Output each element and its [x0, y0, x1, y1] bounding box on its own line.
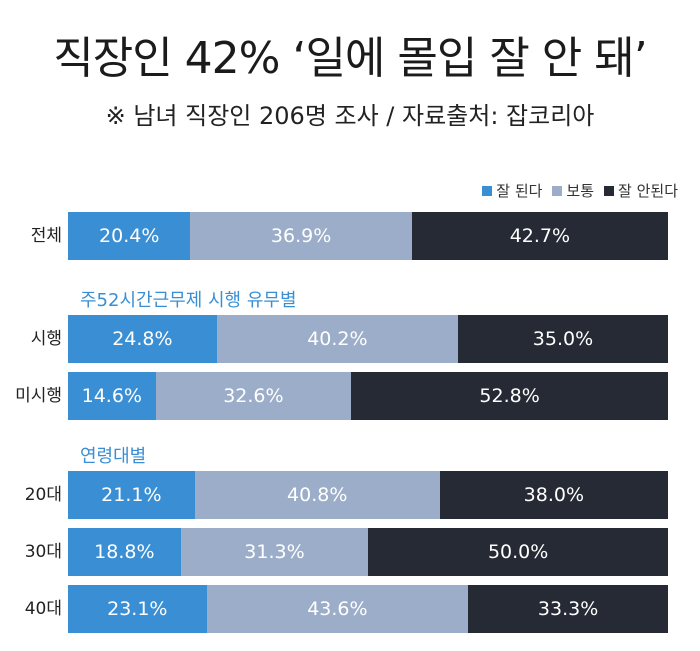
bar-segment-normal: 32.6%	[155, 372, 352, 420]
bar-segment-normal: 36.9%	[190, 212, 412, 260]
bar-implemented: 24.8% 40.2% 35.0%	[68, 315, 668, 363]
bar-segment-bad: 35.0%	[457, 315, 668, 363]
bar-segment-good: 24.8%	[68, 315, 217, 363]
bar-segment-good: 23.1%	[68, 585, 207, 633]
legend-label-normal: 보통	[566, 182, 595, 200]
bar-segment-good: 18.8%	[68, 528, 181, 576]
row-label-30s: 30대	[24, 542, 62, 562]
bar-segment-normal: 31.3%	[180, 528, 369, 576]
row-label-implemented: 시행	[30, 329, 62, 349]
bar-segment-bad: 33.3%	[468, 585, 668, 633]
legend-item-normal: 보통	[552, 180, 594, 201]
bar-segment-normal: 43.6%	[206, 585, 469, 633]
row-label-20s: 20대	[24, 485, 62, 505]
legend-item-good: 잘 된다	[482, 180, 542, 201]
legend-item-bad: 잘 안된다	[604, 180, 678, 201]
bar-20s: 21.1% 40.8% 38.0%	[68, 471, 668, 519]
bar-segment-bad: 42.7%	[411, 212, 668, 260]
bar-segment-bad: 50.0%	[368, 528, 668, 576]
chart-title: 직장인 42% ‘일에 몰입 잘 안 돼’	[53, 33, 648, 84]
row-label-total: 전체	[30, 226, 62, 246]
bar-segment-bad: 38.0%	[439, 471, 668, 519]
legend: 잘 된다 보통 잘 안된다	[482, 180, 678, 201]
row-label-40s: 40대	[24, 599, 62, 619]
group-label-age: 연령대별	[80, 446, 147, 467]
legend-label-bad: 잘 안된다	[618, 182, 678, 200]
group-label-52hour: 주52시간근무제 시행 유무별	[80, 290, 297, 311]
legend-label-good: 잘 된다	[496, 182, 543, 200]
bar-segment-bad: 52.8%	[351, 372, 668, 420]
bar-total: 20.4% 36.9% 42.7%	[68, 212, 668, 260]
bar-not-implemented: 14.6% 32.6% 52.8%	[68, 372, 668, 420]
legend-swatch-bad	[604, 185, 615, 196]
bar-segment-good: 20.4%	[68, 212, 191, 260]
legend-swatch-normal	[552, 185, 563, 196]
bar-segment-normal: 40.8%	[194, 471, 440, 519]
row-label-not-implemented: 미시행	[15, 386, 62, 406]
chart-subtitle: ※ 남녀 직장인 206명 조사 / 자료출처: 잡코리아	[105, 102, 595, 130]
bar-segment-normal: 40.2%	[216, 315, 458, 363]
legend-swatch-good	[482, 185, 493, 196]
bar-segment-good: 21.1%	[68, 471, 195, 519]
bar-segment-good: 14.6%	[68, 372, 156, 420]
bar-40s: 23.1% 43.6% 33.3%	[68, 585, 668, 633]
bar-30s: 18.8% 31.3% 50.0%	[68, 528, 668, 576]
